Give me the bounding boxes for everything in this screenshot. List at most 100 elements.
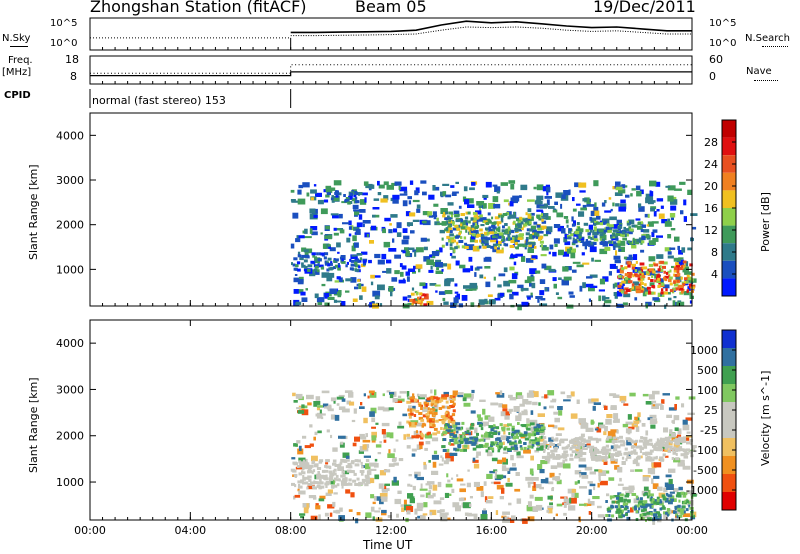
data-cell [619,477,622,482]
data-cell [351,189,357,192]
data-cell [664,455,669,458]
data-cell [330,213,339,216]
data-cell [590,210,595,217]
colorbar-segment [722,420,736,438]
data-cell [382,407,390,412]
data-cell [457,395,463,397]
data-cell [479,208,482,211]
data-cell [478,204,485,208]
data-cell [529,439,538,442]
data-cell [619,203,627,210]
data-cell [647,221,654,227]
data-cell [336,276,341,280]
data-cell [317,405,323,408]
data-cell [589,483,596,487]
feature-cell [334,264,338,268]
data-cell [680,210,684,215]
data-cell [307,484,315,490]
feature-cell [449,405,454,408]
data-cell [620,199,626,204]
data-cell [449,443,455,446]
feature-cell [490,441,494,445]
colorbar-tick-label: 20 [704,180,718,193]
feature-cell [535,235,539,239]
data-cell [535,504,543,511]
feature-cell [677,448,681,452]
feature-cell [425,413,428,416]
feature-cell [432,424,436,428]
data-cell [623,278,631,284]
data-cell [557,462,563,468]
data-cell [592,231,599,236]
data-cell [431,470,439,475]
feature-cell [514,429,520,433]
data-cell [563,237,568,243]
data-cell [403,434,407,440]
data-cell [535,270,541,274]
feature-cell [293,257,298,261]
feature-cell [301,264,306,268]
feature-cell [345,465,349,469]
feature-cell [627,280,633,284]
data-cell [525,400,532,405]
feature-cell [536,214,540,218]
feature-cell [538,237,541,241]
feature-cell [526,228,531,232]
data-cell [667,251,672,255]
data-cell [564,241,571,246]
data-cell [612,420,616,423]
data-cell [392,194,400,200]
data-cell [627,414,632,420]
data-cell [344,390,353,393]
feature-cell [571,450,577,454]
feature-cell [519,433,524,437]
feature-cell [656,448,661,452]
data-cell [566,501,571,505]
feature-cell [334,258,339,262]
feature-cell [520,447,524,451]
data-cell [582,198,588,202]
data-cell [409,498,415,504]
data-cell [608,477,615,481]
feature-cell [304,265,308,269]
data-cell [594,469,601,472]
data-cell [419,282,426,287]
feature-cell [293,267,298,271]
feature-cell [459,230,462,234]
data-cell [664,247,671,252]
feature-cell [527,214,530,217]
data-cell [534,200,543,205]
feature-cell [606,437,609,441]
data-cell [630,193,633,197]
feature-cell [636,238,641,242]
feature-cell [534,437,537,441]
colorbar-segment [722,137,736,156]
feature-cell [539,436,543,440]
data-cell [333,299,338,303]
data-cell [603,460,608,465]
feature-cell [415,430,418,434]
feature-cell [442,416,447,420]
data-cell [415,508,423,512]
feature-cell [587,436,593,440]
data-cell [656,235,663,238]
feature-cell [472,447,477,451]
feature-cell [316,252,319,256]
data-cell [546,509,550,513]
data-cell [535,484,542,489]
feature-cell [436,397,441,401]
data-cell [370,506,375,512]
feature-cell [471,227,476,231]
data-cell [668,297,672,301]
data-cell [351,419,356,423]
feature-cell [463,435,466,439]
data-cell [440,263,448,267]
feature-cell [311,471,314,475]
feature-cell [604,458,608,462]
data-cell [428,269,434,273]
feature-cell [347,201,351,205]
data-cell [455,260,460,266]
colorbar-tick-label: -1000 [686,484,718,497]
feature-cell [445,411,448,415]
